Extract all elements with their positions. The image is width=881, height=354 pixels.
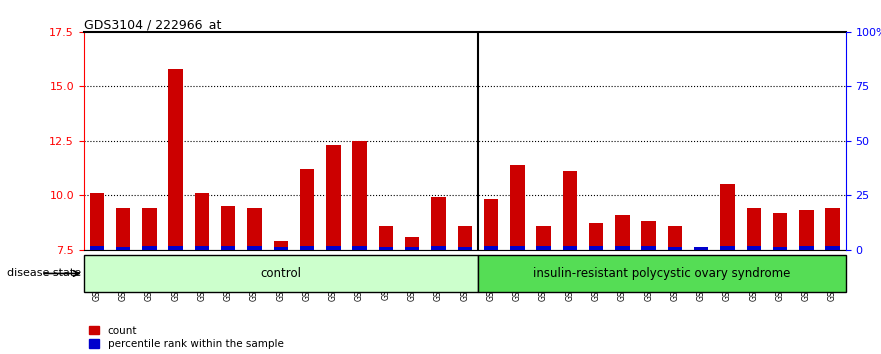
Bar xyxy=(746,246,761,250)
Bar xyxy=(405,247,419,250)
Bar xyxy=(478,255,846,292)
Bar xyxy=(537,225,551,250)
Bar xyxy=(537,246,551,250)
Bar xyxy=(431,246,446,250)
Bar xyxy=(326,145,341,250)
Bar xyxy=(379,247,393,250)
Text: disease state: disease state xyxy=(7,268,81,278)
Bar xyxy=(484,246,499,250)
Bar xyxy=(721,246,735,250)
Bar xyxy=(352,141,366,250)
Bar xyxy=(799,246,813,250)
Bar xyxy=(352,246,366,250)
Bar xyxy=(641,221,655,250)
Bar xyxy=(274,247,288,250)
Bar xyxy=(641,246,655,250)
Bar xyxy=(116,246,130,250)
Bar xyxy=(668,225,682,250)
Bar xyxy=(90,246,104,250)
Bar xyxy=(799,210,813,250)
Bar xyxy=(274,241,288,250)
Bar xyxy=(589,246,603,250)
Bar xyxy=(195,246,209,250)
Bar xyxy=(379,225,393,250)
Bar xyxy=(457,225,472,250)
Bar xyxy=(615,246,630,250)
Bar xyxy=(457,247,472,250)
Bar xyxy=(84,255,478,292)
Bar xyxy=(694,247,708,250)
Bar xyxy=(510,246,524,250)
Bar xyxy=(248,246,262,250)
Bar xyxy=(721,184,735,250)
Bar xyxy=(773,212,788,250)
Bar xyxy=(300,246,315,250)
Bar xyxy=(746,208,761,250)
Text: insulin-resistant polycystic ovary syndrome: insulin-resistant polycystic ovary syndr… xyxy=(533,267,790,280)
Bar xyxy=(195,193,209,250)
Text: control: control xyxy=(260,267,301,280)
Bar xyxy=(773,246,788,250)
Bar xyxy=(563,171,577,250)
Bar xyxy=(248,208,262,250)
Bar xyxy=(116,208,130,250)
Bar xyxy=(563,246,577,250)
Bar xyxy=(142,246,157,250)
Bar xyxy=(825,208,840,250)
Bar xyxy=(825,246,840,250)
Bar xyxy=(168,246,183,250)
Bar xyxy=(90,193,104,250)
Bar xyxy=(405,236,419,250)
Bar xyxy=(221,246,235,250)
Text: GDS3104 / 222966_at: GDS3104 / 222966_at xyxy=(84,18,221,31)
Bar xyxy=(221,206,235,250)
Bar xyxy=(668,247,682,250)
Bar xyxy=(615,215,630,250)
Bar xyxy=(142,208,157,250)
Legend: count, percentile rank within the sample: count, percentile rank within the sample xyxy=(89,326,284,349)
Bar xyxy=(431,197,446,250)
Bar xyxy=(589,223,603,250)
Bar xyxy=(300,169,315,250)
Bar xyxy=(694,247,708,250)
Bar xyxy=(484,200,499,250)
Bar xyxy=(168,69,183,250)
Bar xyxy=(326,246,341,250)
Bar xyxy=(510,165,524,250)
